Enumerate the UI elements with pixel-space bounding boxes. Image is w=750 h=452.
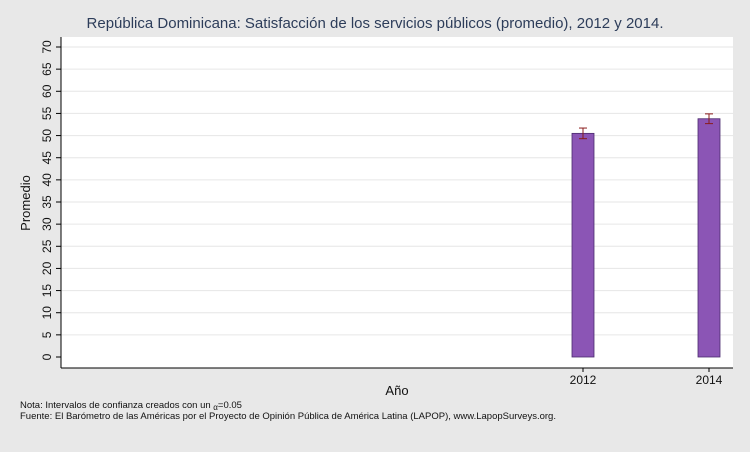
y-ticks: 0 5 10 15 20 25 30 35 40 45 50 55 60 65 70 (40, 40, 61, 360)
y-tick-label: 25 (40, 239, 54, 253)
grid-lines (61, 46, 733, 336)
y-tick-label: 35 (40, 195, 54, 209)
note-prefix: Nota: Intervalos de confianza creados co… (20, 400, 214, 411)
y-tick-label: 55 (40, 106, 54, 120)
y-tick-label: 10 (40, 306, 54, 320)
y-tick-label: 70 (40, 40, 54, 54)
y-tick-label: 60 (40, 84, 54, 98)
x-tick-label: 2014 (696, 373, 723, 387)
y-tick-label: 0 (40, 353, 54, 360)
bar (697, 118, 721, 358)
y-tick-label: 15 (40, 284, 54, 298)
y-tick-label: 45 (40, 151, 54, 165)
y-tick-label: 65 (40, 62, 54, 76)
x-ticks: 2012 2014 (570, 368, 723, 387)
alpha-symbol: α (213, 403, 218, 412)
y-tick-label: 5 (40, 331, 54, 338)
source-text: Fuente: El Barómetro de las Américas por… (20, 411, 556, 422)
x-axis-label: Año (385, 383, 408, 398)
y-tick-label: 40 (40, 173, 54, 187)
alpha-value: =0.05 (217, 400, 242, 411)
bar (571, 132, 595, 358)
bars (571, 113, 721, 358)
x-tick-label: 2012 (570, 373, 597, 387)
note-text: Nota: Intervalos de confianza creados co… (20, 400, 242, 412)
y-tick-label: 20 (40, 261, 54, 275)
y-axis-label: Promedio (18, 175, 33, 231)
chart-title: República Dominicana: Satisfacción de lo… (86, 15, 664, 32)
y-tick-label: 50 (40, 129, 54, 143)
y-tick-label: 30 (40, 217, 54, 231)
